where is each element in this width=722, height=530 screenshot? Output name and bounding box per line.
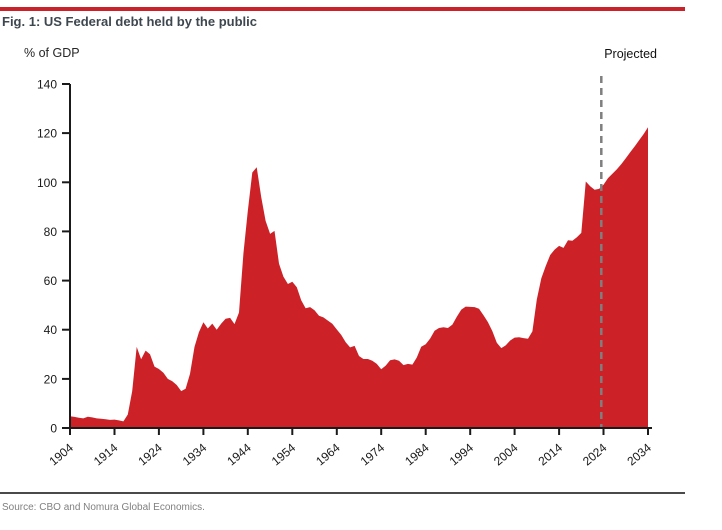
- y-tick-label: 80: [44, 225, 58, 239]
- debt-area-series: [70, 127, 648, 428]
- y-tick-label: 60: [44, 274, 58, 288]
- x-tick-label: 1924: [135, 440, 165, 468]
- x-tick-label: 1914: [91, 440, 121, 468]
- x-tick-label: 2014: [536, 440, 566, 468]
- bottom-rule: [0, 492, 685, 494]
- source-note: Source: CBO and Nomura Global Economics.: [2, 502, 205, 513]
- y-tick-label: 140: [37, 78, 57, 92]
- x-tick-label: 1934: [180, 440, 210, 468]
- x-tick-label: 1944: [224, 440, 254, 468]
- x-tick-label: 1974: [358, 440, 388, 468]
- figure-title: Fig. 1: US Federal debt held by the publ…: [2, 14, 257, 29]
- x-tick-label: 1994: [447, 440, 477, 468]
- x-tick-label: 1954: [269, 440, 299, 468]
- x-tick-label: 1904: [46, 440, 76, 468]
- x-tick-label: 2004: [491, 440, 521, 468]
- y-tick-label: 100: [37, 176, 57, 190]
- top-accent-rule: [0, 7, 685, 11]
- projected-annotation: Projected: [604, 47, 657, 61]
- x-tick-label: 2024: [580, 440, 610, 468]
- x-tick-label: 2034: [624, 440, 654, 468]
- y-axis-unit-label: % of GDP: [24, 46, 80, 60]
- y-tick-label: 120: [37, 127, 57, 141]
- x-tick-label: 1984: [402, 440, 432, 468]
- y-tick-label: 0: [50, 422, 57, 436]
- y-tick-label: 20: [44, 372, 58, 386]
- x-tick-label: 1964: [313, 440, 343, 468]
- y-tick-label: 40: [44, 323, 58, 337]
